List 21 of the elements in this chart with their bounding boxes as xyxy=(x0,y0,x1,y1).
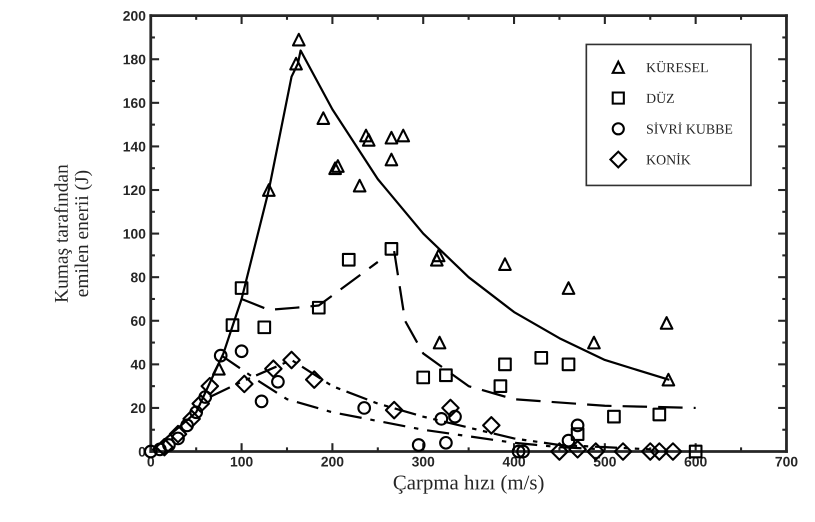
y-tick-label: 60 xyxy=(130,316,146,326)
y-tick-label: 100 xyxy=(124,228,146,239)
y-tick-label: 140 xyxy=(124,142,146,152)
y-tick-label: 160 xyxy=(124,98,146,108)
y-tick-label: 200 xyxy=(123,10,146,21)
y-tick-label: 80 xyxy=(130,272,146,282)
x-tick-label: 100 xyxy=(230,456,253,467)
legend-label: KONİK xyxy=(646,152,691,165)
x-tick-label: 400 xyxy=(502,456,526,467)
y-tick-label: 40 xyxy=(130,360,146,370)
y-tick-label: 180 xyxy=(124,54,146,64)
x-tick-label: 300 xyxy=(412,456,434,467)
y-tick-label: 120 xyxy=(124,185,146,196)
x-axis-title: Çarpma hızı (m/s) xyxy=(394,474,544,494)
y-tick-label: 20 xyxy=(130,403,146,414)
legend-label: DÜZ xyxy=(646,92,674,104)
legend-label: SİVRİ KUBBE xyxy=(646,122,732,134)
x-tick-label: 700 xyxy=(775,456,798,467)
legend-label: KÜRESEL xyxy=(646,60,708,72)
y-axis-title: Kumaş tarafından emilen enerii (J) xyxy=(54,164,92,302)
x-tick-label: 200 xyxy=(321,456,344,467)
